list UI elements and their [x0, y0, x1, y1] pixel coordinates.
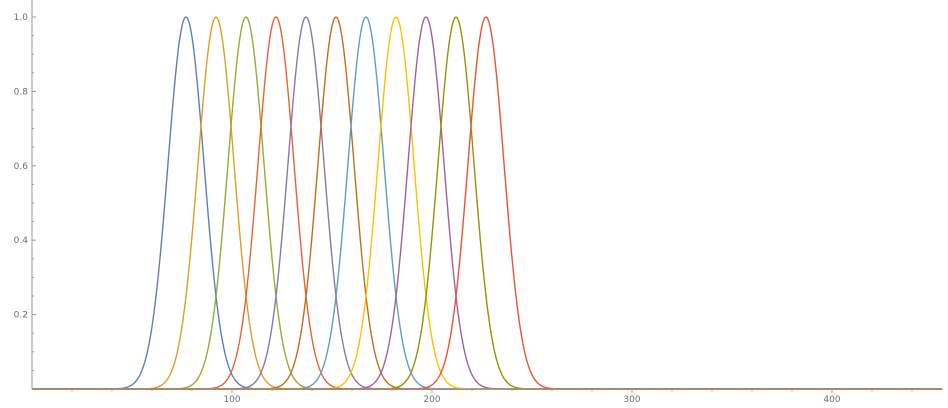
series-curve-11	[32, 16, 942, 390]
y-tick-label: 0.8	[14, 87, 29, 97]
series-curve-6	[32, 16, 942, 390]
x-tick-label: 400	[823, 395, 840, 405]
x-tick-label: 100	[223, 395, 240, 405]
x-tick-label: 200	[423, 395, 440, 405]
series-curve-5	[32, 16, 942, 390]
y-tick-label: 1.0	[14, 13, 29, 23]
y-tick-label: 0.4	[14, 236, 29, 246]
x-axis-ticks: 100 200 300 400	[71, 389, 913, 405]
series-curve-9	[32, 16, 942, 390]
series-curve-7	[32, 16, 942, 390]
series-curve-3	[32, 16, 942, 390]
series-curve-2	[32, 16, 942, 390]
series-curve-8	[32, 16, 942, 390]
y-tick-label: 0.2	[14, 311, 28, 321]
series-curves	[32, 16, 942, 390]
y-tick-label: 0.6	[14, 162, 29, 172]
series-curve-1	[32, 16, 942, 390]
x-tick-label: 300	[623, 395, 640, 405]
series-curve-10	[32, 16, 942, 390]
y-axis-ticks: 0.2 0.4 0.6 0.8 1.0	[14, 13, 36, 371]
series-curve-4	[32, 16, 942, 390]
